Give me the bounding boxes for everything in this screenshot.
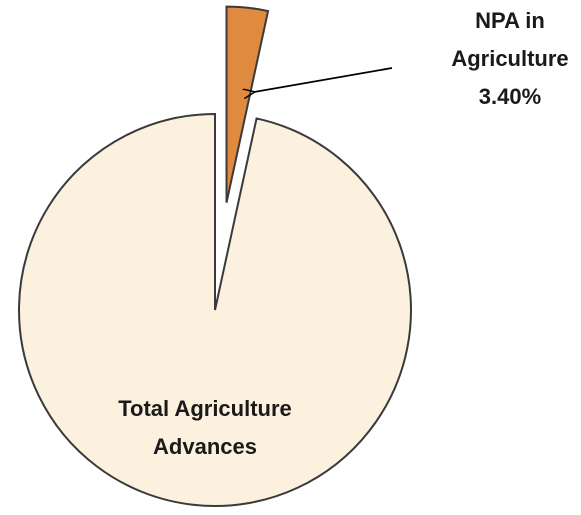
value-label: 3.40%	[478, 84, 542, 109]
pie-slice	[18, 112, 412, 507]
pie-slice	[225, 5, 270, 203]
slice-label: NPA in Agriculture	[451, 8, 569, 71]
slice-label: Total Agriculture Advances	[118, 396, 292, 459]
annotation-arrow	[254, 67, 393, 92]
